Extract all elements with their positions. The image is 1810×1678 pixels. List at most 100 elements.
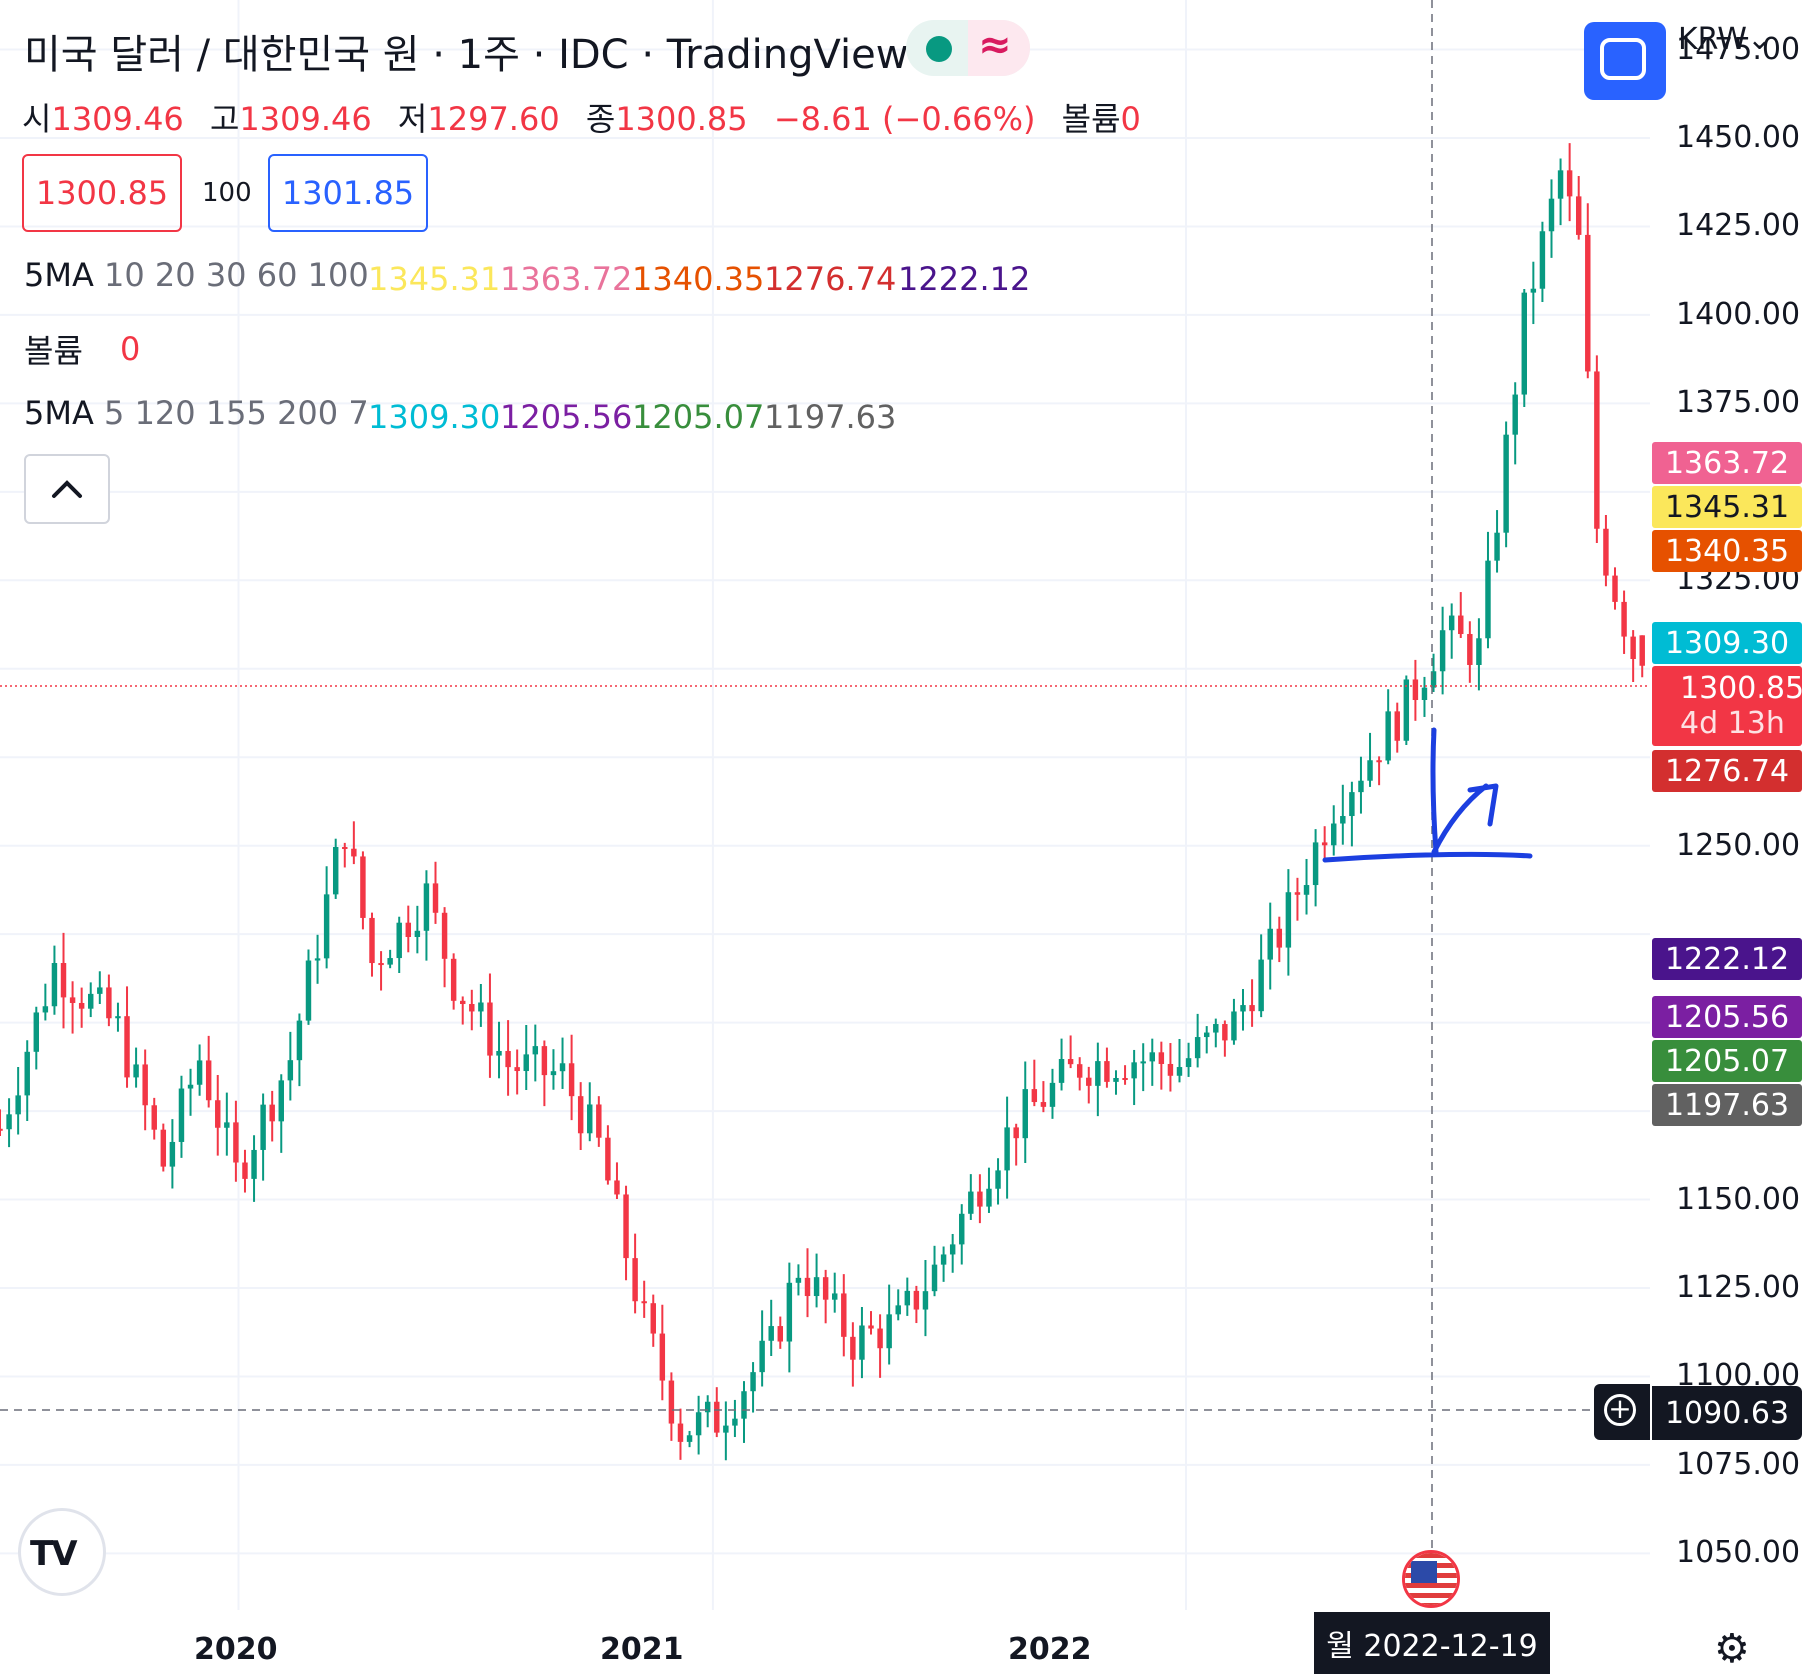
candle	[15, 1095, 21, 1115]
candle	[1412, 679, 1419, 701]
ohlc-legend: 시1309.46 고1309.46 저1297.60 종1300.85 −8.6…	[22, 94, 1157, 140]
ma-legend-1[interactable]: 5MA 10 20 30 60 100	[24, 256, 369, 294]
candle	[505, 1050, 511, 1068]
candle	[469, 1004, 475, 1012]
candle	[1058, 1059, 1065, 1083]
candle	[287, 1060, 294, 1081]
countdown: 4d 13h	[1680, 706, 1785, 741]
volume-indicator-value: 0	[120, 330, 141, 368]
close-label: 종	[585, 100, 616, 138]
candle	[623, 1194, 629, 1259]
candle	[732, 1418, 738, 1426]
candle	[323, 894, 330, 959]
candle	[1585, 234, 1591, 372]
candle	[124, 1016, 130, 1078]
ma-value: 1197.63	[764, 398, 897, 436]
ma-price-tag: 1276.74	[1652, 750, 1802, 792]
collapse-legend-button[interactable]	[24, 454, 110, 524]
candle	[260, 1104, 266, 1150]
y-axis-label: 1425.00	[1676, 208, 1801, 244]
ma-value: 1363.72	[500, 260, 633, 298]
candle	[69, 997, 76, 1003]
candle	[1104, 1061, 1110, 1082]
buy-price-button[interactable]: 1301.85	[268, 154, 428, 232]
ma-price-tag: 1222.12	[1652, 938, 1802, 980]
candle	[242, 1162, 248, 1179]
candle	[632, 1258, 638, 1302]
candle	[514, 1067, 520, 1072]
crosshair-price-tag: 1090.63	[1652, 1386, 1802, 1440]
candle	[877, 1328, 883, 1349]
sell-price-button[interactable]: 1300.85	[22, 154, 182, 232]
candle	[205, 1060, 212, 1101]
candle	[1004, 1127, 1010, 1171]
currency-selector[interactable]: KRW⌄	[1678, 22, 1772, 57]
us-flag-event-icon[interactable]	[1402, 1550, 1460, 1608]
candle	[42, 1006, 49, 1013]
candle	[396, 922, 402, 959]
candle	[233, 1122, 239, 1163]
candle	[650, 1303, 656, 1334]
candle	[487, 1002, 493, 1056]
y-axis-label: 1475.00	[1676, 31, 1801, 67]
candle	[605, 1137, 611, 1181]
candle	[1158, 1052, 1165, 1064]
candle	[532, 1046, 539, 1055]
candle	[723, 1425, 729, 1433]
candle	[1167, 1063, 1174, 1076]
candle	[568, 1063, 575, 1097]
low-value: 1297.60	[427, 100, 560, 138]
candle	[369, 917, 375, 964]
ma-value: 1222.12	[898, 260, 1031, 298]
plus-icon: +	[1604, 1394, 1636, 1426]
tradingview-logo[interactable]	[18, 1508, 106, 1596]
x-axis-label: 2020	[194, 1632, 278, 1667]
candle	[1476, 638, 1482, 665]
candle	[88, 993, 94, 1009]
candle	[342, 847, 348, 850]
close-value: 1300.85	[615, 100, 748, 138]
candle	[659, 1333, 666, 1381]
settings-icon[interactable]: ⚙	[1714, 1626, 1750, 1672]
candle	[51, 963, 58, 1007]
y-axis-label: 1250.00	[1676, 827, 1801, 863]
chevron-down-icon: ⌄	[1746, 22, 1773, 57]
volume-legend[interactable]: 볼륨	[24, 326, 83, 372]
ma-value: 1309.30	[368, 398, 501, 436]
candle	[1149, 1052, 1155, 1062]
candle	[414, 930, 421, 938]
add-alert-button[interactable]: +	[1594, 1384, 1650, 1440]
candle	[1258, 959, 1264, 1012]
candle	[895, 1305, 901, 1315]
ma-value: 1205.56	[500, 398, 633, 436]
candle	[423, 883, 430, 931]
candle	[405, 922, 412, 938]
candle	[1494, 532, 1500, 561]
candle	[931, 1264, 938, 1292]
currency-label: KRW	[1678, 22, 1747, 57]
hand-drawn-annotation	[1322, 727, 1533, 863]
candle	[523, 1054, 529, 1072]
candle	[1113, 1078, 1119, 1082]
candle	[1076, 1064, 1083, 1078]
ma-price-tag: 1345.31	[1652, 486, 1802, 528]
candle	[813, 1277, 820, 1297]
candle	[1521, 292, 1527, 395]
ma-name: 5MA	[24, 394, 94, 432]
ma-price-tag: 1309.30	[1652, 622, 1802, 664]
ma-legend-2[interactable]: 5MA 5 120 155 200 7	[24, 394, 369, 432]
high-label: 고	[209, 100, 240, 138]
candle	[922, 1291, 929, 1310]
candle	[169, 1141, 176, 1167]
open-label: 시	[22, 100, 52, 138]
candle	[904, 1290, 911, 1306]
candle	[1448, 615, 1455, 631]
candle	[596, 1104, 602, 1138]
fullscreen-button[interactable]	[1584, 22, 1666, 100]
candle	[78, 1002, 85, 1009]
candle	[1249, 1005, 1255, 1012]
candle	[378, 963, 384, 966]
candle	[351, 848, 357, 857]
candle	[777, 1326, 784, 1342]
